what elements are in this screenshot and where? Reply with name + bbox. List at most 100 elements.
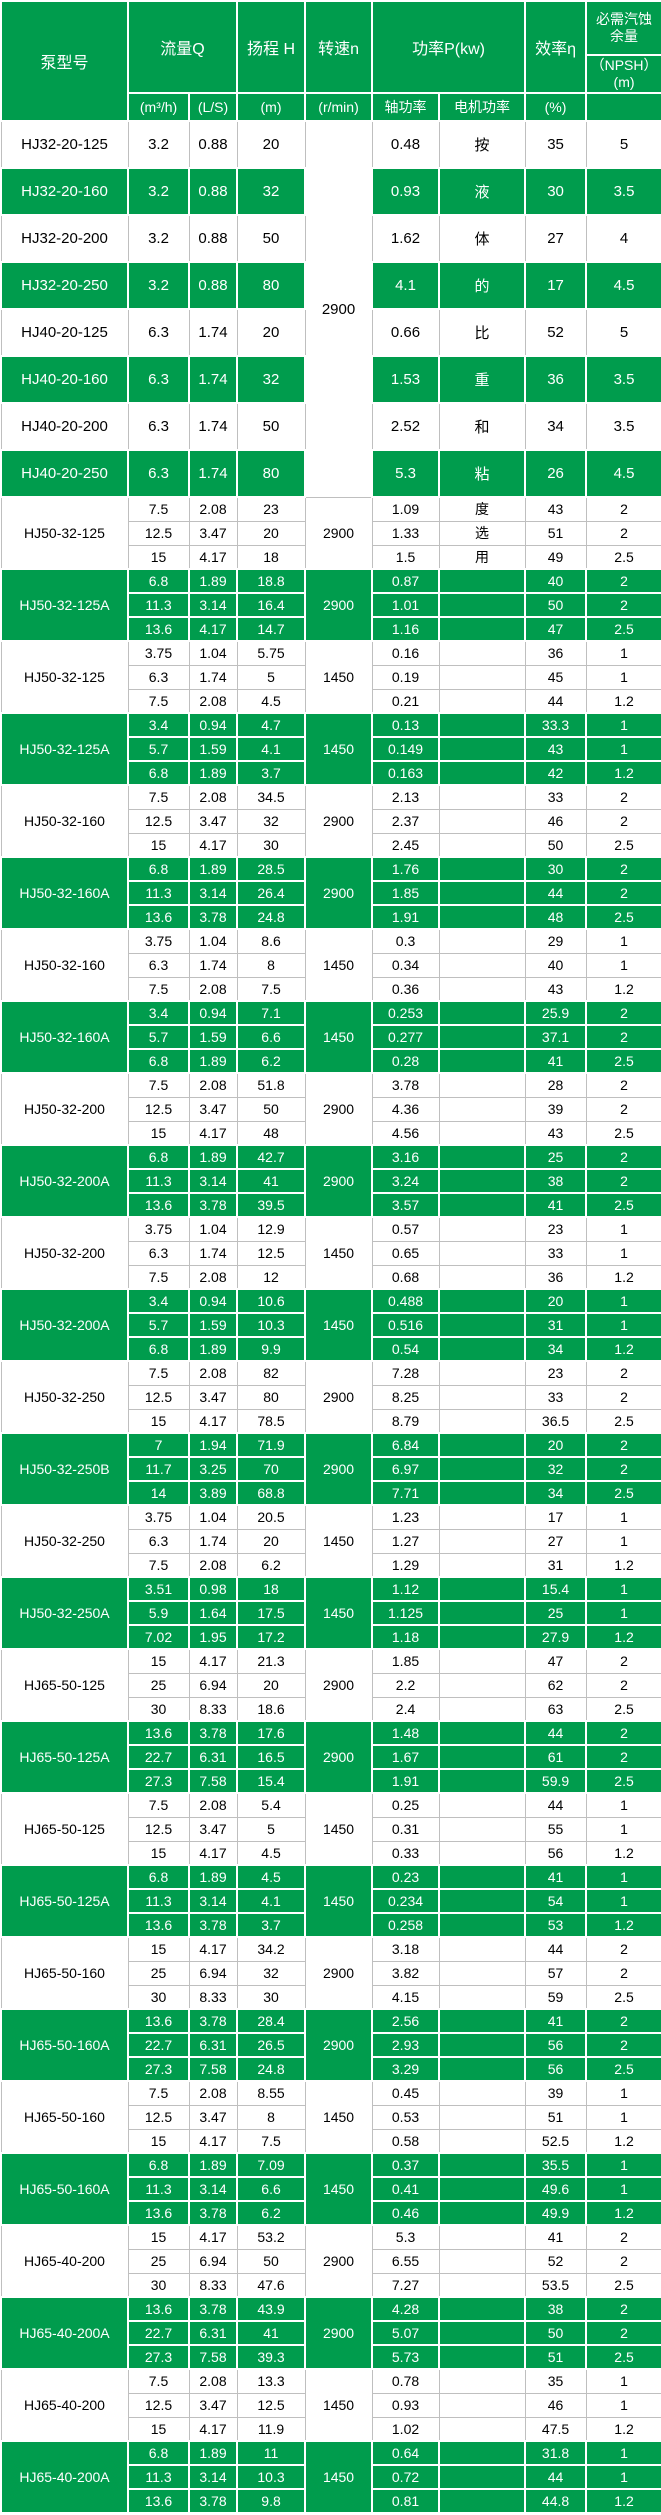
- cell-flow-m3h: 7.5: [127, 1552, 190, 1578]
- cell-shaft-power: 4.36: [371, 1096, 440, 1122]
- cell-npsh: 5: [585, 120, 661, 169]
- cell-flow-m3h: 6.8: [127, 2152, 190, 2178]
- cell-npsh: 1: [585, 2104, 661, 2130]
- cell-flow-ls: 4.17: [188, 2224, 238, 2250]
- table-row: 30 8.33 30 4.15 59 2.5: [1, 1984, 661, 2010]
- cell-npsh: 1: [585, 952, 661, 978]
- cell-flow-m3h: 14: [127, 1480, 190, 1506]
- cell-flow-ls: 4.17: [188, 1936, 238, 1962]
- cell-shaft-power: 1.29: [371, 1552, 440, 1578]
- cell-motor-power: [438, 1432, 527, 1458]
- cell-npsh: 2: [585, 856, 661, 882]
- cell-head: 4.7: [236, 712, 307, 738]
- cell-efficiency: 31: [524, 1552, 587, 1578]
- cell-model: HJ65-50-125A: [0, 1864, 129, 1938]
- cell-flow-m3h: 3.2: [127, 120, 190, 169]
- cell-npsh: 1: [585, 1528, 661, 1554]
- cell-shaft-power: 0.149: [371, 736, 441, 762]
- cell-head: 18: [236, 544, 306, 570]
- cell-efficiency: 47: [524, 1648, 587, 1674]
- cell-motor-power: 液: [438, 167, 527, 216]
- cell-model: HJ50-32-125A: [0, 568, 129, 642]
- cell-head: 5.75: [236, 640, 306, 666]
- cell-flow-ls: 2.08: [188, 496, 238, 522]
- cell-model: HJ50-32-200: [0, 1072, 129, 1146]
- cell-flow-ls: 4.17: [188, 1408, 238, 1434]
- cell-motor-power: [438, 568, 527, 594]
- cell-efficiency: 44: [524, 1720, 588, 1746]
- cell-efficiency: 34: [524, 1480, 588, 1506]
- cell-motor-power: 度: [438, 496, 526, 522]
- cell-head: 32: [236, 808, 306, 834]
- cell-shaft-power: 1.02: [371, 2416, 440, 2442]
- cell-head: 8.55: [236, 2080, 306, 2106]
- cell-npsh: 5: [585, 308, 661, 357]
- cell-motor-power: [438, 2248, 526, 2274]
- table-row: 30 8.33 18.6 2.4 63 2.5: [1, 1696, 661, 1722]
- table-row: 11.3 3.14 41 3.24 38 2: [1, 1168, 661, 1194]
- cell-head: 43.9: [236, 2296, 307, 2322]
- cell-motor-power: [438, 2128, 526, 2154]
- cell-shaft-power: 4.56: [371, 1120, 440, 1146]
- cell-motor-power: [438, 1456, 527, 1482]
- cell-flow-m3h: 11.3: [127, 1168, 190, 1194]
- cell-npsh: 2.5: [585, 2272, 661, 2298]
- cell-flow-ls: 6.94: [188, 1960, 238, 1986]
- cell-efficiency: 36.5: [524, 1408, 587, 1434]
- cell-flow-ls: 0.94: [187, 1288, 239, 1314]
- cell-motor-power: [438, 1504, 526, 1530]
- cell-motor-power: [438, 1264, 526, 1290]
- cell-npsh: 2: [585, 1432, 661, 1458]
- cell-model: HJ65-50-125: [0, 1648, 129, 1722]
- cell-head: 6.2: [236, 1552, 306, 1578]
- cell-motor-power: [438, 1696, 526, 1722]
- cell-efficiency: 43: [524, 736, 588, 762]
- table-row: 15 4.17 7.5 0.58 52.5 1.2: [1, 2128, 661, 2154]
- cell-shaft-power: 0.19: [371, 664, 440, 690]
- cell-npsh: 2: [585, 2032, 661, 2058]
- cell-npsh: 2: [585, 1720, 661, 1746]
- cell-flow-ls: 8.33: [188, 1696, 238, 1722]
- table-row: 30 8.33 47.6 7.27 53.5 2.5: [1, 2272, 661, 2298]
- cell-motor-power: [438, 1120, 526, 1146]
- cell-flow-m3h: 7: [127, 1432, 190, 1458]
- cell-head: 17.5: [236, 1600, 307, 1626]
- cell-shaft-power: 0.516: [371, 1312, 441, 1338]
- cell-head: 80: [236, 1384, 306, 1410]
- cell-motor-power: [438, 1528, 526, 1554]
- table-row: HJ40-20-200 6.3 1.74 50 2.52 和 34 3.5: [0, 402, 661, 451]
- cell-head: 82: [236, 1360, 306, 1386]
- cell-motor-power: [438, 592, 527, 618]
- cell-flow-ls: 0.98: [187, 1576, 239, 1602]
- cell-motor-power: [438, 2200, 527, 2226]
- cell-head: 18: [236, 1576, 307, 1602]
- cell-flow-m3h: 13.6: [127, 2296, 190, 2322]
- cell-head: 10.6: [236, 1288, 307, 1314]
- cell-flow-m3h: 13.6: [127, 2008, 190, 2034]
- cell-shaft-power: 1.85: [371, 1648, 440, 1674]
- table-row: 11.3 3.14 16.4 1.01 50 2: [1, 592, 661, 618]
- table-row: 22.7 6.31 26.5 2.93 56 2: [1, 2032, 661, 2058]
- cell-motor-power: [438, 1360, 526, 1386]
- table-row: HJ65-40-200A 6.8 1.89 11 1450 0.64 31.8 1: [0, 2440, 661, 2514]
- cell-flow-m3h: 12.5: [127, 1384, 190, 1410]
- table-row: HJ65-40-200 7.5 2.08 13.3 1450 0.78 35 1: [0, 2368, 661, 2442]
- cell-shaft-power: 1.01: [371, 592, 441, 618]
- cell-shaft-power: 0.25: [371, 1792, 440, 1818]
- cell-flow-m3h: 11.7: [127, 1456, 190, 1482]
- cell-model: HJ50-32-250A: [0, 1576, 129, 1650]
- cell-motor-power: [438, 1072, 526, 1098]
- cell-efficiency: 20: [524, 1432, 588, 1458]
- cell-head: 68.8: [236, 1480, 307, 1506]
- cell-flow-ls: 4.17: [188, 2128, 238, 2154]
- cell-flow-m3h: 30: [127, 1984, 190, 2010]
- cell-flow-m3h: 27.3: [127, 1768, 190, 1794]
- cell-model: HJ50-32-200A: [0, 1288, 129, 1362]
- cell-motor-power: [438, 1672, 526, 1698]
- cell-head: 41: [236, 1168, 307, 1194]
- cell-motor-power: [438, 2320, 527, 2346]
- cell-flow-ls: 3.47: [188, 2104, 238, 2130]
- cell-npsh: 1: [585, 1816, 661, 1842]
- cell-npsh: 2: [585, 1936, 661, 1962]
- cell-motor-power: 选: [438, 520, 526, 546]
